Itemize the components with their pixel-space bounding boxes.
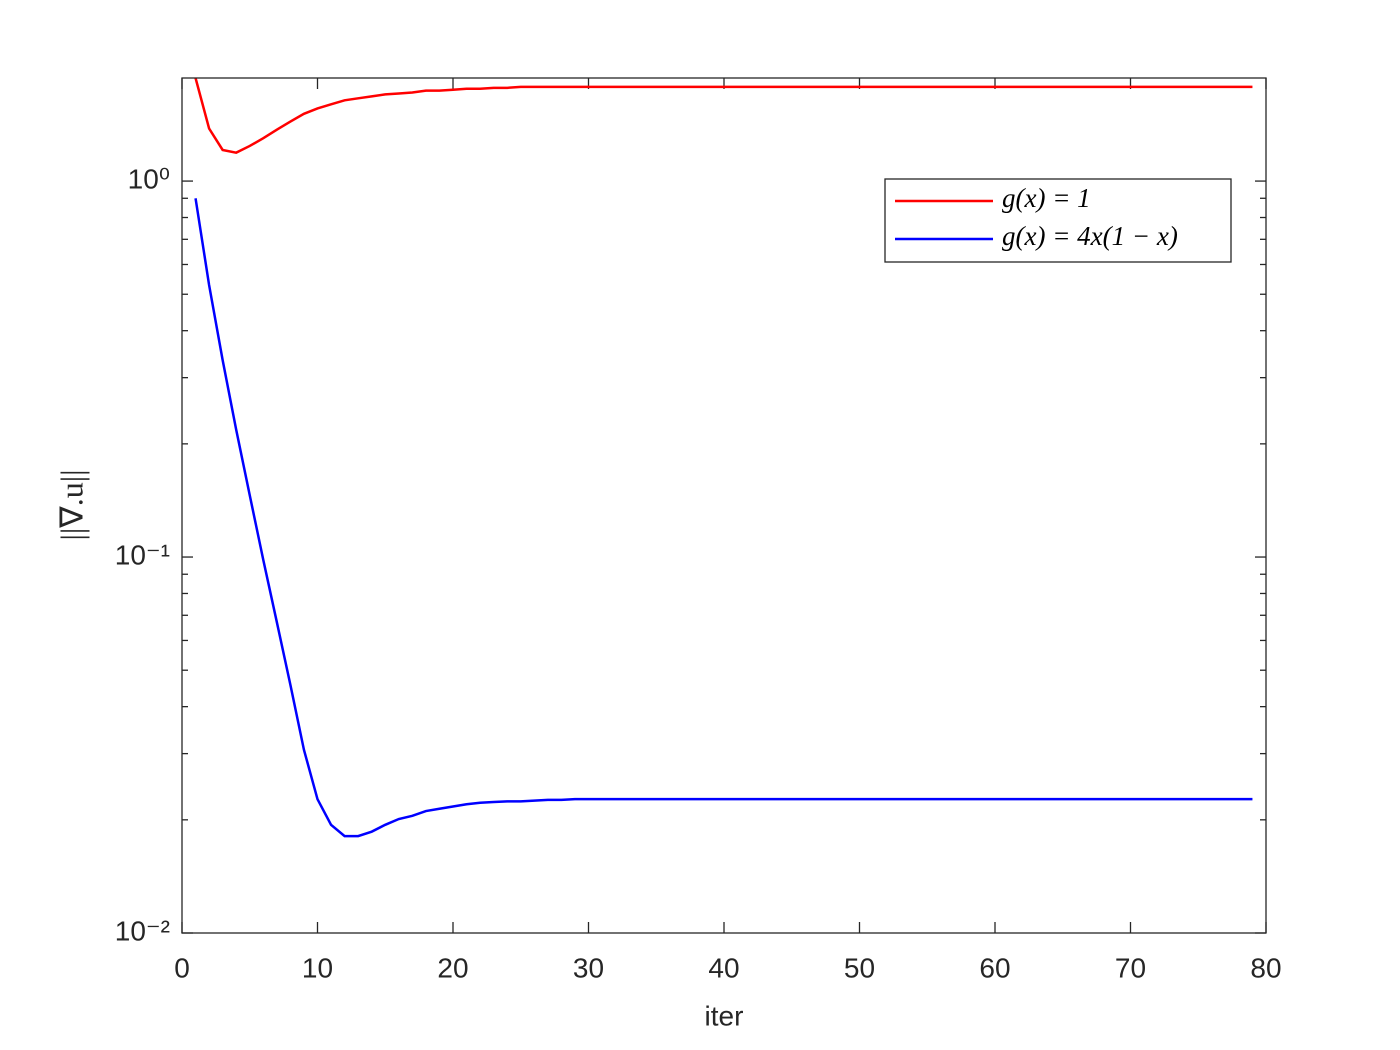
y-axis-label: ||∇.u|| (53, 469, 89, 540)
x-tick-label: 60 (979, 952, 1010, 983)
y-tick-label: 10⁻¹ (115, 539, 170, 570)
y-tick-label: 10⁰ (128, 163, 170, 194)
x-tick-label: 80 (1250, 952, 1281, 983)
x-axis-label: iter (705, 1000, 744, 1031)
legend-box (884, 178, 1232, 263)
x-tick-label: 20 (437, 952, 468, 983)
x-tick-label: 0 (174, 952, 190, 983)
y-tick-label: 10⁻² (115, 915, 170, 946)
x-tick-label: 10 (302, 952, 333, 983)
x-tick-label: 40 (708, 952, 739, 983)
axes-box (181, 77, 1267, 934)
x-tick-label: 30 (573, 952, 604, 983)
series-line (194, 198, 1253, 838)
legend-label: g(x) = 4x(1 − x) (1002, 221, 1178, 251)
legend-label: g(x) = 1 (1002, 183, 1091, 213)
x-tick-label: 50 (844, 952, 875, 983)
series-line (194, 78, 1253, 154)
x-tick-label: 70 (1115, 952, 1146, 983)
